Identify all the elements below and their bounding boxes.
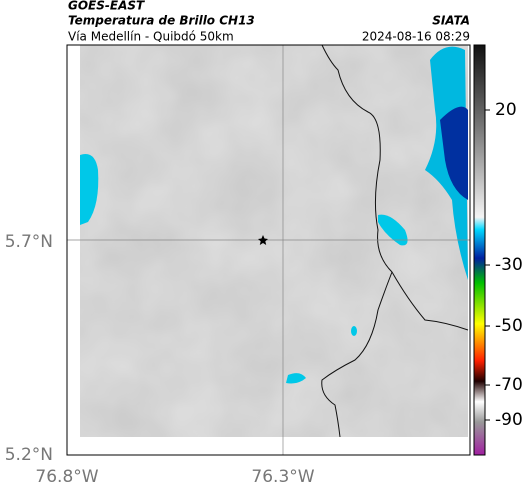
cold-cloud-core xyxy=(440,106,468,200)
subtitle: Temperatura de Brillo CH13 xyxy=(68,14,255,28)
border-line xyxy=(321,271,393,438)
map-border xyxy=(66,44,471,456)
colorbar-tick-label: -50 xyxy=(495,316,523,336)
header: GOES-EAST Temperatura de Brillo CH13 Vía… xyxy=(68,0,470,44)
route: Vía Medellín - Quibdó 50km xyxy=(68,30,234,44)
source: SIATA xyxy=(432,14,470,28)
colorbar-tick-label: -30 xyxy=(495,255,523,275)
lon-tick-label: 76.3°W xyxy=(251,467,314,487)
datetime: 2024-08-16 08:29 xyxy=(362,30,470,44)
colorbar-tick-label: 20 xyxy=(495,100,517,120)
colorbar-tick-label: -90 xyxy=(495,410,523,430)
cloud-texture xyxy=(80,45,468,437)
location-marker xyxy=(258,235,268,245)
cold-cloud xyxy=(351,326,357,336)
colorbar-scale xyxy=(473,44,486,456)
colorbar: 20 -30 -50 -70 -90 xyxy=(473,44,523,456)
lat-tick-label: 5.7°N xyxy=(5,232,53,252)
colorbar-tick-label: -70 xyxy=(495,375,523,395)
lat-tick-label: 5.2°N xyxy=(5,445,53,465)
cold-cloud xyxy=(286,373,306,384)
lon-tick-label: 76.8°W xyxy=(35,467,98,487)
title: GOES-EAST xyxy=(68,0,145,13)
map: 5.7°N 5.2°N 76.8°W 76.3°W xyxy=(5,44,471,487)
cold-cloud xyxy=(378,214,408,246)
cold-cloud xyxy=(80,154,99,225)
border-line xyxy=(321,44,469,331)
